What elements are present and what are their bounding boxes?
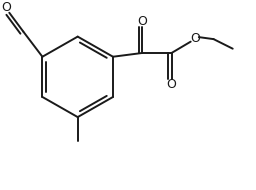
Text: O: O <box>137 14 147 28</box>
Text: O: O <box>1 1 11 14</box>
Text: O: O <box>190 32 200 45</box>
Text: O: O <box>167 78 177 91</box>
